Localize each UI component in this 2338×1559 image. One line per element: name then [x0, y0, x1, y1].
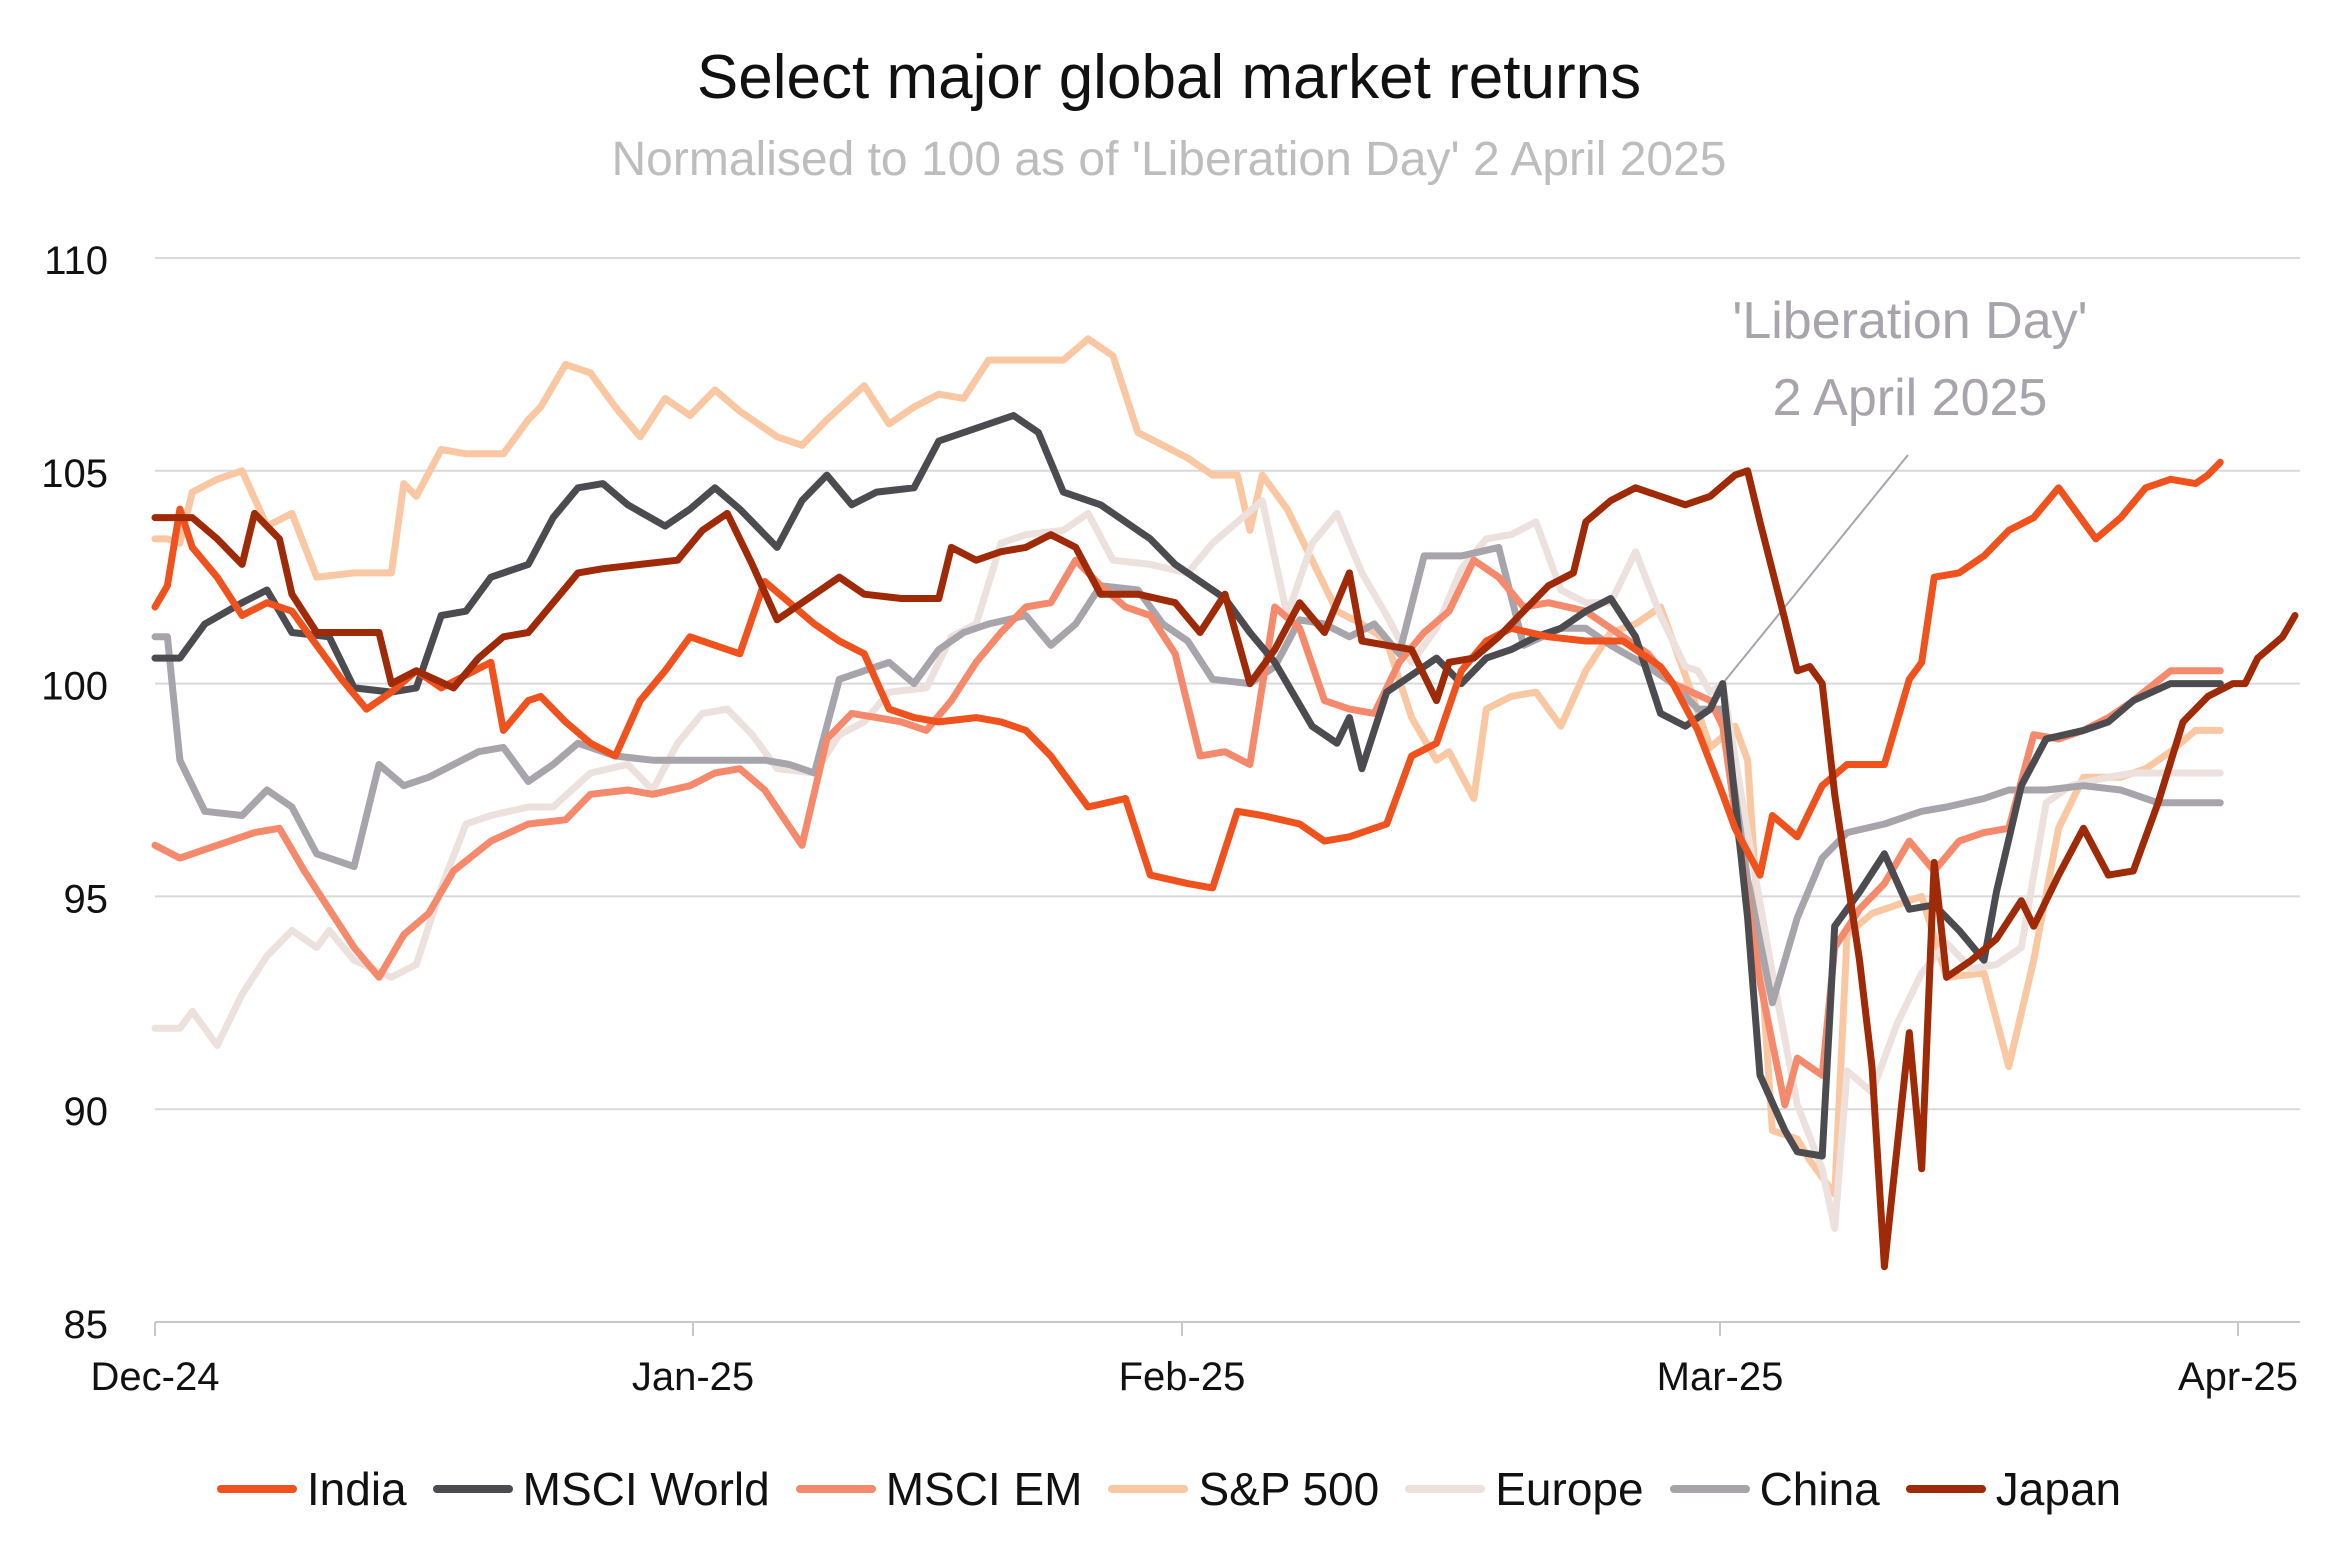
- legend-label: MSCI EM: [885, 1463, 1083, 1515]
- x-tick-label: Mar-25: [1657, 1355, 1784, 1399]
- legend-label: S&P 500: [1198, 1463, 1380, 1515]
- annotation-text-line1: 'Liberation Day': [1732, 292, 2087, 350]
- series-line-japan: [151, 467, 2299, 1271]
- chart-title: Select major global market returns: [696, 43, 1642, 112]
- legend-item: Europe: [1405, 1462, 1644, 1516]
- legend-label: China: [1759, 1463, 1880, 1515]
- legend-label: Japan: [1995, 1463, 2122, 1515]
- legend: India MSCI World MSCI EM S&P 500 Europe China…: [0, 1462, 2338, 1516]
- legend-item: India: [216, 1462, 407, 1516]
- y-tick-label: 90: [64, 1090, 109, 1134]
- series-line-china: [151, 543, 2224, 1007]
- legend-label: MSCI World: [522, 1463, 770, 1515]
- legend-item: China: [1669, 1462, 1880, 1516]
- legend-swatch: [1405, 1485, 1486, 1493]
- y-tick-label: 105: [41, 452, 108, 496]
- y-tick-label: 95: [64, 877, 109, 921]
- legend-swatch: [1905, 1485, 1986, 1493]
- annotation-leader-line: [1721, 454, 1909, 685]
- y-tick-label: 100: [41, 665, 108, 709]
- series-line-s-p-500: [151, 335, 2224, 1198]
- legend-label: Europe: [1495, 1463, 1644, 1515]
- annotation-text-line2: 2 April 2025: [1773, 369, 2048, 427]
- legend-item: S&P 500: [1108, 1462, 1379, 1516]
- legend-swatch: [432, 1485, 513, 1493]
- x-tick-label: Jan-25: [632, 1355, 754, 1399]
- legend-swatch: [1108, 1485, 1189, 1493]
- x-tick-label: Dec-24: [91, 1355, 220, 1399]
- y-tick-label: 85: [64, 1303, 109, 1347]
- legend-swatch: [1669, 1485, 1750, 1493]
- legend-item: MSCI World: [432, 1462, 770, 1516]
- x-tick-label: Feb-25: [1119, 1355, 1246, 1399]
- y-tick-label: 110: [44, 239, 108, 283]
- legend-swatch: [216, 1485, 297, 1493]
- legend-swatch: [795, 1485, 876, 1493]
- legend-label: India: [306, 1463, 407, 1515]
- series-line-msci-em: [151, 556, 2224, 1109]
- chart-subtitle: Normalised to 100 as of 'Liberation Day'…: [611, 133, 1727, 186]
- x-tick-label: Apr-25: [2178, 1355, 2298, 1399]
- series-line-europe: [151, 497, 2224, 1232]
- legend-item: Japan: [1905, 1462, 2122, 1516]
- legend-item: MSCI EM: [795, 1462, 1083, 1516]
